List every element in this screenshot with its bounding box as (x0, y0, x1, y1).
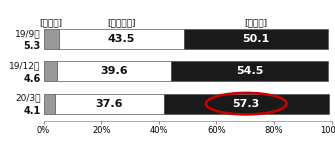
Text: 50.1: 50.1 (243, 34, 270, 44)
Bar (55, 94, 164, 114)
Text: [増やす]: [増やす] (40, 19, 63, 28)
Text: 43.5: 43.5 (108, 34, 135, 44)
Bar (184, 29, 329, 49)
Text: 57.3: 57.3 (232, 99, 260, 109)
Bar (44, 29, 59, 49)
Text: 4.1: 4.1 (23, 106, 41, 116)
Bar (57, 61, 171, 81)
Text: 19/9月: 19/9月 (15, 29, 41, 38)
Text: 20/3月: 20/3月 (15, 94, 41, 103)
Bar (171, 61, 328, 81)
Bar (44, 61, 57, 81)
Text: [変えない]: [変えない] (107, 19, 136, 28)
Text: 5.3: 5.3 (23, 41, 41, 51)
Text: 4.6: 4.6 (23, 74, 41, 83)
Text: 54.5: 54.5 (236, 66, 263, 76)
Bar (44, 94, 55, 114)
Bar (59, 29, 184, 49)
Text: 39.6: 39.6 (100, 66, 128, 76)
Bar (164, 94, 329, 114)
Text: [減らす]: [減らす] (245, 19, 268, 28)
Text: 19/12月: 19/12月 (9, 61, 41, 70)
Text: 37.6: 37.6 (96, 99, 123, 109)
